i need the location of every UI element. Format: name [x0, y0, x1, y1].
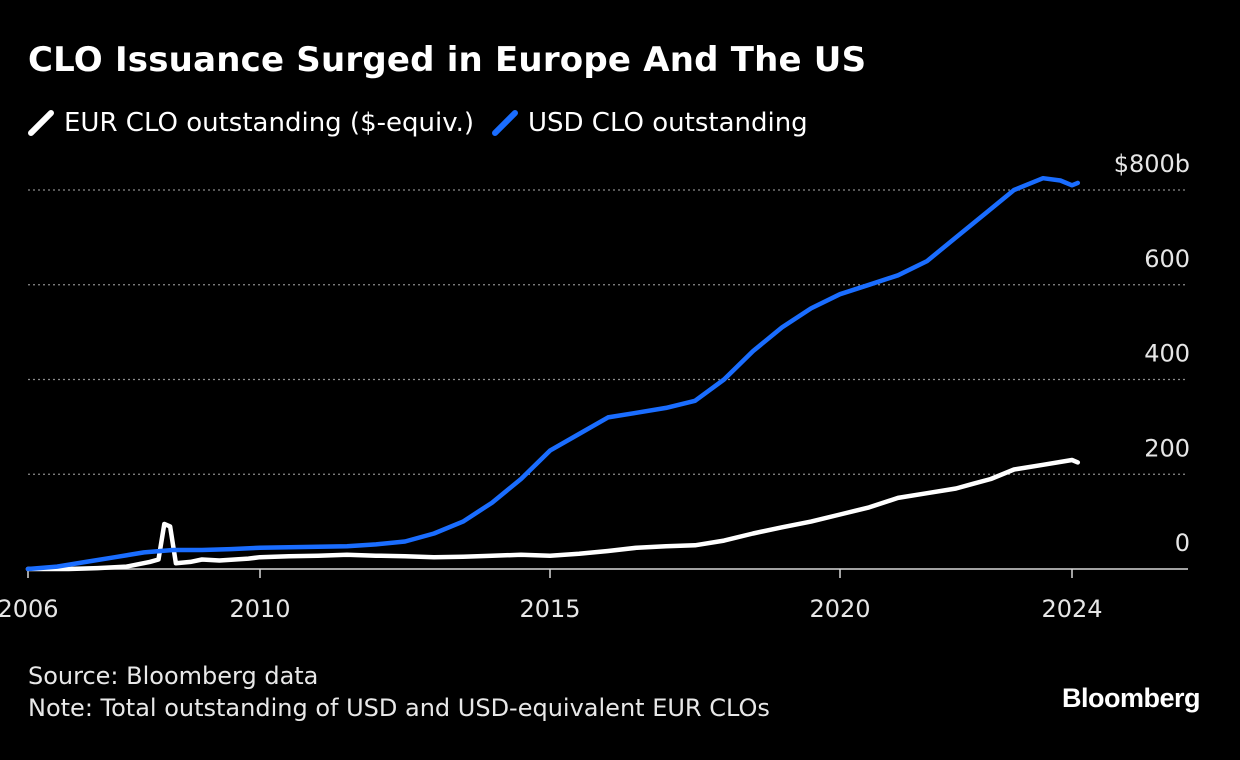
note-text: Note: Total outstanding of USD and USD-e…: [28, 694, 770, 722]
legend-swatch-eur: [28, 110, 54, 136]
y-tick-label-200: 200: [1144, 434, 1190, 462]
legend: EUR CLO outstanding ($-equiv.) USD CLO o…: [28, 108, 826, 138]
y-tick-label-600: 600: [1144, 245, 1190, 273]
y-tick-label-0: 0: [1175, 529, 1190, 557]
legend-swatch-usd: [491, 110, 518, 136]
legend-label-eur: EUR CLO outstanding ($-equiv.): [64, 108, 474, 138]
x-tick-label-2010: 2010: [229, 595, 290, 623]
chart-title: CLO Issuance Surged in Europe And The US: [28, 40, 867, 80]
source-text: Source: Bloomberg data: [28, 662, 319, 690]
bloomberg-logo: Bloomberg: [1061, 683, 1201, 713]
eur-series-line: [25, 457, 1081, 572]
x-tick-label-2006: 2006: [0, 595, 59, 623]
footer: Source: Bloomberg data Note: Total outst…: [28, 660, 770, 724]
usd-series-line: [25, 175, 1081, 572]
y-tick-label-400: 400: [1144, 340, 1190, 368]
x-tick-label-2024: 2024: [1041, 595, 1102, 623]
y-tick-label-800: $800b: [1114, 150, 1190, 178]
legend-item-usd: USD CLO outstanding: [491, 108, 808, 138]
legend-label-usd: USD CLO outstanding: [527, 108, 808, 138]
x-tick-label-2020: 2020: [809, 595, 870, 623]
x-tick-label-2015: 2015: [519, 595, 580, 623]
legend-item-eur: EUR CLO outstanding ($-equiv.): [28, 108, 474, 138]
